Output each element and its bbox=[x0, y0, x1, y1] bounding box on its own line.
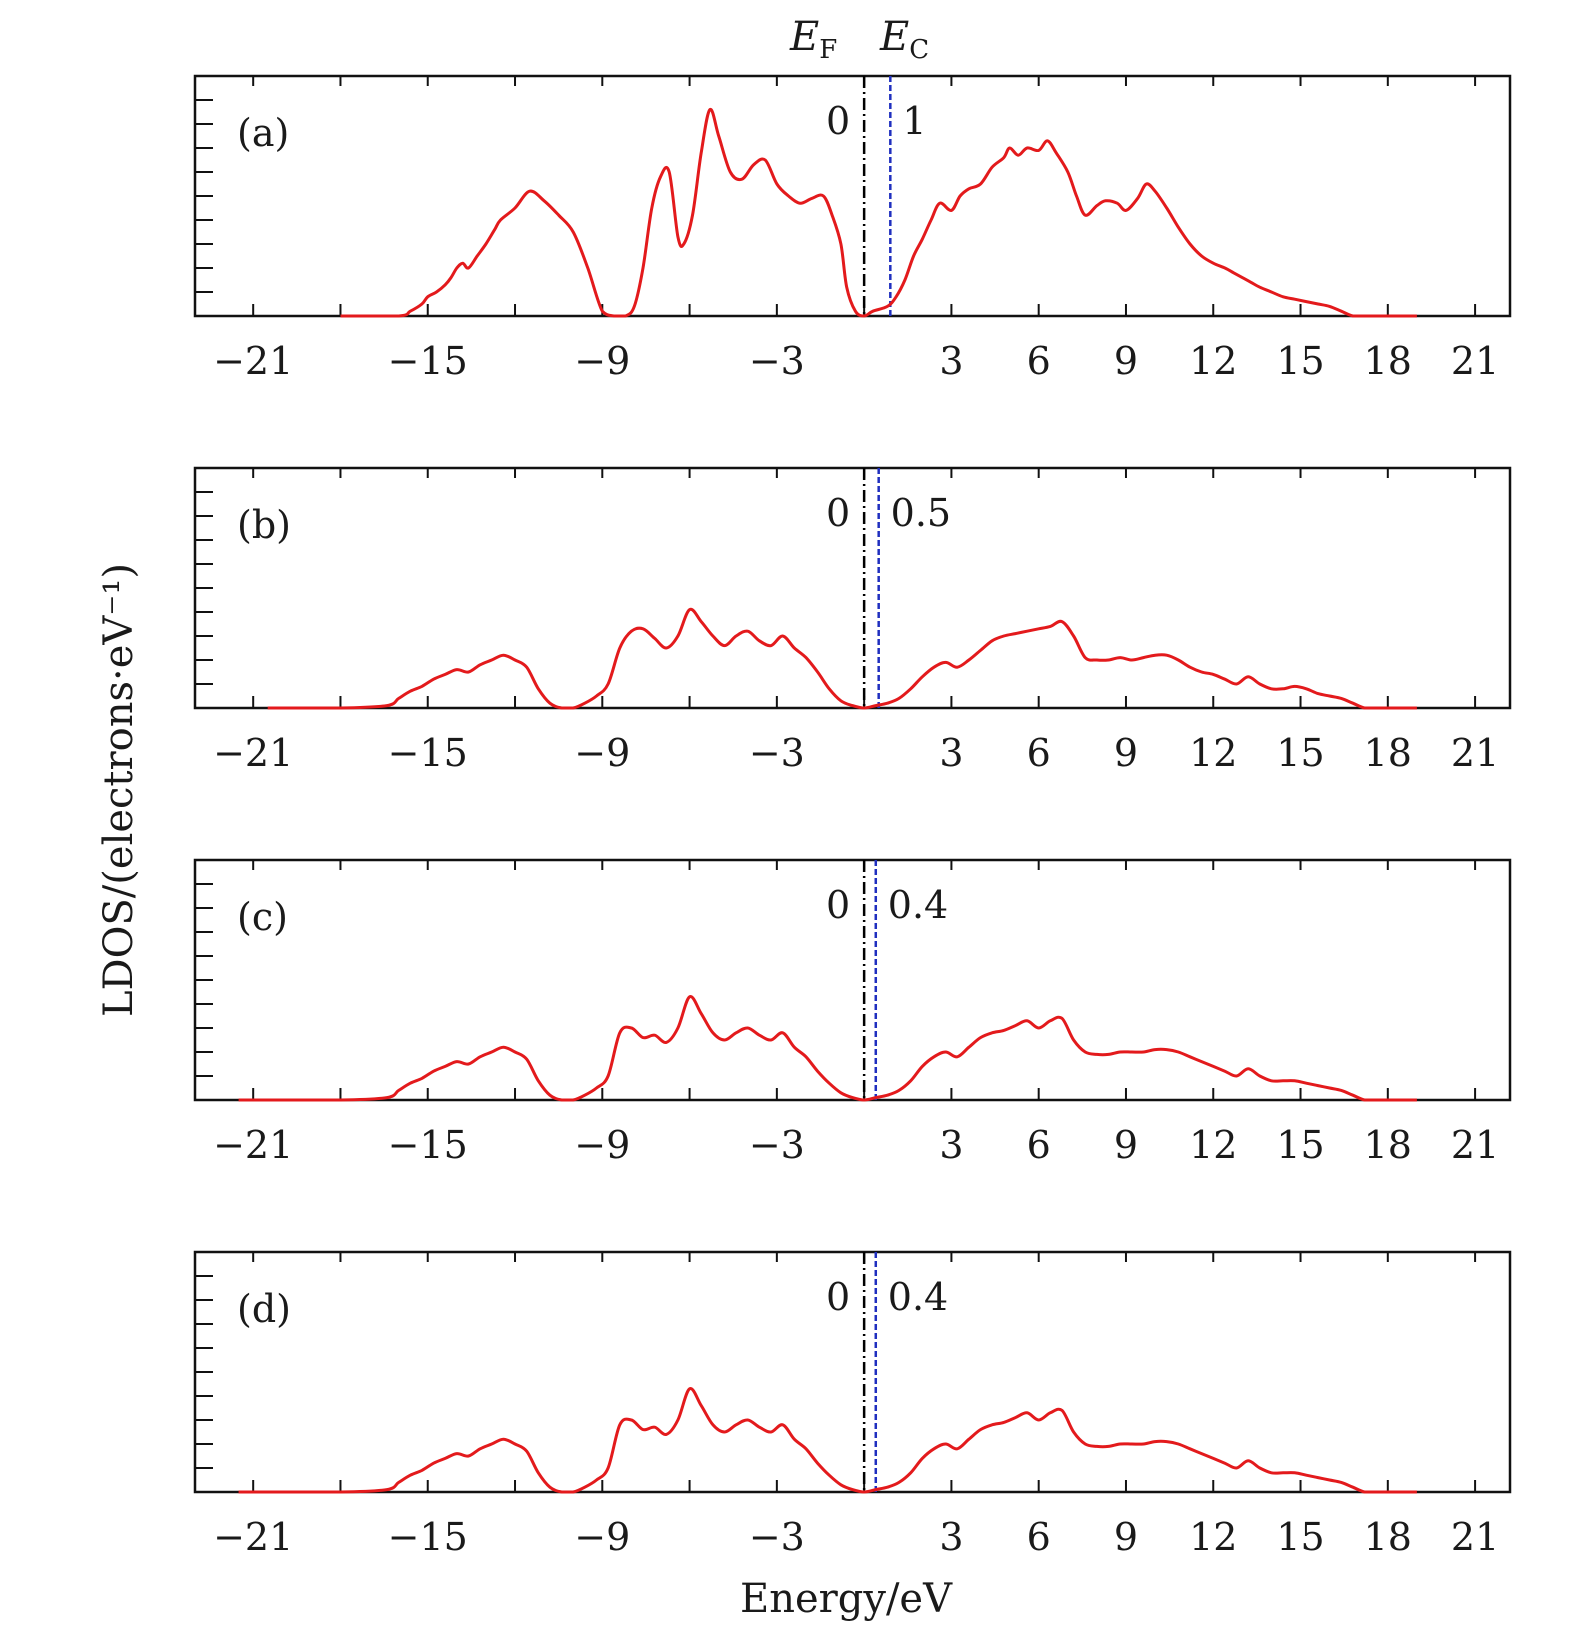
plot-frame bbox=[193, 74, 1512, 318]
x-tick-label: 15 bbox=[1276, 1123, 1324, 1167]
ec-annotation: 1 bbox=[902, 99, 926, 143]
x-tick-label: −21 bbox=[213, 731, 293, 775]
fermi-annotation: 0 bbox=[826, 1275, 850, 1319]
x-tick-label: 12 bbox=[1189, 1123, 1237, 1167]
plot-frame bbox=[193, 858, 1512, 1102]
x-axis-title: Energy/eV bbox=[740, 1576, 953, 1622]
panel-label: (d) bbox=[237, 1287, 291, 1331]
x-tick-label: 18 bbox=[1364, 1123, 1412, 1167]
x-tick-label: −3 bbox=[749, 339, 805, 383]
x-tick-label: 6 bbox=[1027, 731, 1051, 775]
x-tick-label: 9 bbox=[1114, 1123, 1138, 1167]
x-tick-label: 3 bbox=[939, 1123, 963, 1167]
y-axis-title: LDOS/(electrons·eV⁻¹) bbox=[96, 563, 142, 1017]
x-tick-label: 15 bbox=[1276, 339, 1324, 383]
x-tick-label: 18 bbox=[1364, 339, 1412, 383]
x-tick-label: −15 bbox=[388, 1123, 468, 1167]
panel-d: −21 −15 −9 −3 3 6 9 12 15 18 21 0 0.4 (d) bbox=[193, 1250, 1512, 1559]
x-tick-label: 6 bbox=[1027, 1123, 1051, 1167]
x-tick-label: −15 bbox=[388, 731, 468, 775]
fermi-annotation: 0 bbox=[826, 491, 850, 535]
x-tick-label: 12 bbox=[1189, 731, 1237, 775]
ec-annotation: 0.4 bbox=[888, 1275, 948, 1319]
panel-label: (a) bbox=[237, 111, 289, 155]
x-tick-label: 21 bbox=[1451, 731, 1499, 775]
panel-a: −21 −15 −9 −3 3 6 9 12 15 18 21 0 1 (a) bbox=[193, 74, 1512, 383]
x-tick-label: −9 bbox=[574, 1123, 630, 1167]
ec-annotation: 0.4 bbox=[888, 883, 948, 927]
panel-label: (b) bbox=[237, 503, 291, 547]
header-labels: EF EC bbox=[789, 14, 929, 65]
ec-main: E bbox=[879, 14, 909, 60]
x-tick-label: −21 bbox=[213, 1123, 293, 1167]
plot-frame bbox=[193, 1250, 1512, 1494]
x-tick-label: −15 bbox=[388, 1515, 468, 1559]
x-tick-label: −21 bbox=[213, 339, 293, 383]
ldos-series-line bbox=[340, 108, 1417, 318]
ef-sub: F bbox=[819, 35, 837, 65]
x-tick-label: 9 bbox=[1114, 339, 1138, 383]
x-tick-label: 9 bbox=[1114, 1515, 1138, 1559]
ldos-series-line bbox=[238, 1387, 1417, 1494]
x-tick-label: 6 bbox=[1027, 339, 1051, 383]
fermi-annotation: 0 bbox=[826, 883, 850, 927]
x-tick-label: −9 bbox=[574, 731, 630, 775]
x-tick-label: 9 bbox=[1114, 731, 1138, 775]
fermi-annotation: 0 bbox=[826, 99, 850, 143]
x-tick-label: −15 bbox=[388, 339, 468, 383]
ec-sub: C bbox=[909, 35, 929, 65]
ec-header-label: EC bbox=[879, 14, 929, 65]
plot-frame bbox=[193, 466, 1512, 710]
x-tick-label: 3 bbox=[939, 1515, 963, 1559]
x-tick-label: −21 bbox=[213, 1515, 293, 1559]
ef-header-label: EF bbox=[789, 14, 837, 65]
x-tick-label: −3 bbox=[749, 731, 805, 775]
ef-main: E bbox=[789, 14, 819, 60]
x-tick-label: 12 bbox=[1189, 1515, 1237, 1559]
x-tick-label: −3 bbox=[749, 1515, 805, 1559]
x-tick-label: 3 bbox=[939, 339, 963, 383]
x-tick-label: −9 bbox=[574, 339, 630, 383]
x-tick-label: 21 bbox=[1451, 1123, 1499, 1167]
ldos-series-line bbox=[267, 607, 1417, 710]
panels: −21 −15 −9 −3 3 6 9 12 15 18 21 0 1 (a) −21 −15 −9 −3 3 6 9 1… bbox=[193, 74, 1512, 1559]
x-tick-label: 21 bbox=[1451, 339, 1499, 383]
x-tick-label: 15 bbox=[1276, 731, 1324, 775]
x-tick-label: 18 bbox=[1364, 731, 1412, 775]
ldos-series-line bbox=[238, 995, 1417, 1102]
ec-annotation: 0.5 bbox=[891, 491, 951, 535]
x-tick-label: 12 bbox=[1189, 339, 1237, 383]
x-tick-label: 6 bbox=[1027, 1515, 1051, 1559]
x-tick-label: −9 bbox=[574, 1515, 630, 1559]
panel-c: −21 −15 −9 −3 3 6 9 12 15 18 21 0 0.4 (c) bbox=[193, 858, 1512, 1167]
x-tick-label: 18 bbox=[1364, 1515, 1412, 1559]
x-tick-label: 15 bbox=[1276, 1515, 1324, 1559]
panel-b: −21 −15 −9 −3 3 6 9 12 15 18 21 0 0.5 (b) bbox=[193, 466, 1512, 775]
x-tick-label: 21 bbox=[1451, 1515, 1499, 1559]
x-tick-label: −3 bbox=[749, 1123, 805, 1167]
x-tick-label: 3 bbox=[939, 731, 963, 775]
panel-label: (c) bbox=[237, 895, 288, 939]
